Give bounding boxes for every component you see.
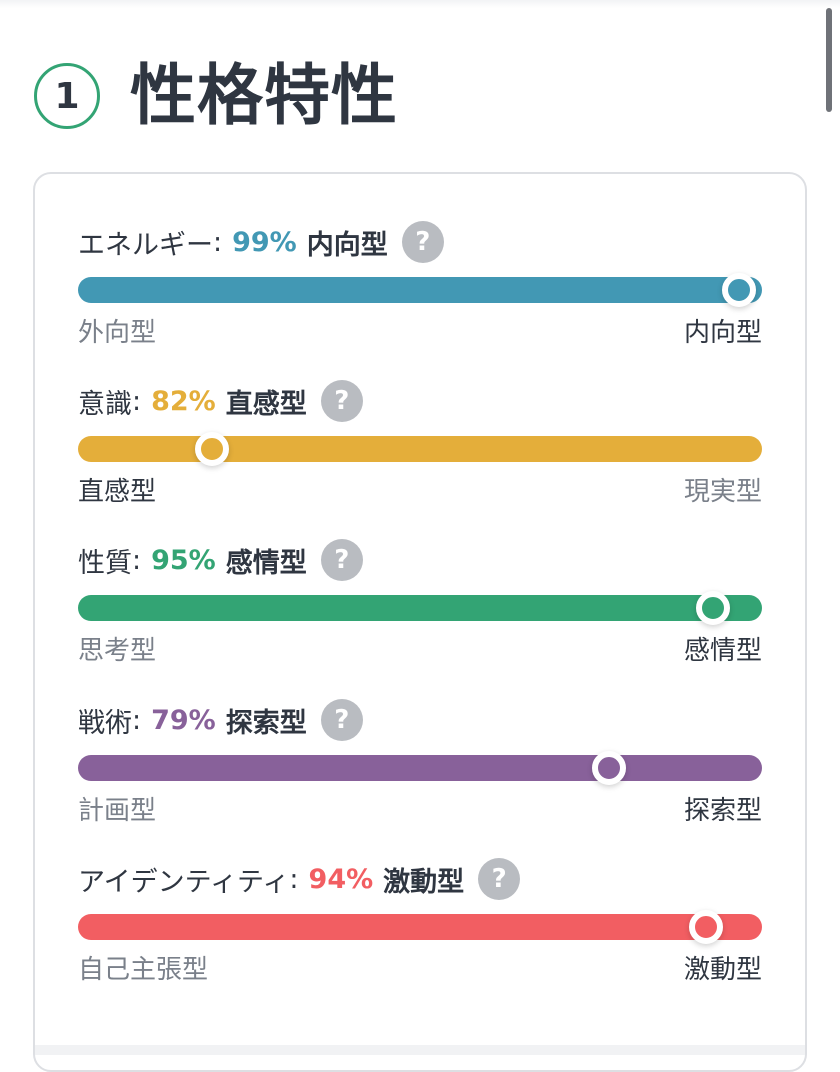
trait-colon: :: [132, 704, 142, 736]
trait-identity: アイデンティティ: 94% 激動型 ? 自己主張型 激動型: [78, 858, 762, 989]
trait-bar[interactable]: [78, 591, 762, 625]
trait-percent: 82%: [151, 385, 216, 417]
trait-right-label: 内向型: [683, 318, 762, 348]
trait-right-label: 現実型: [683, 477, 762, 507]
trait-right-label: 探索型: [683, 796, 762, 826]
trait-heading: 性質: 95% 感情型 ?: [78, 539, 363, 581]
trait-energy: エネルギー: 99% 内向型 ? 外向型 内向型: [78, 221, 762, 352]
trait-bar[interactable]: [78, 273, 762, 307]
trait-type: 探索型: [225, 707, 307, 739]
trait-colon: :: [132, 385, 142, 417]
trait-bar[interactable]: [78, 751, 762, 785]
trait-right-label: 感情型: [683, 636, 762, 666]
step-number-badge: 1: [34, 63, 100, 129]
question-mark-icon[interactable]: ?: [401, 221, 444, 263]
trait-name: エネルギー: [78, 229, 213, 261]
trait-type: 内向型: [306, 229, 388, 261]
trait-left-label: 思考型: [78, 636, 157, 666]
trait-left-label: 自己主張型: [78, 955, 209, 985]
top-shadow: [0, 0, 840, 8]
card-footer-strip: [35, 1045, 805, 1055]
trait-left-label: 直感型: [78, 477, 157, 507]
trait-left-label: 計画型: [78, 796, 157, 826]
trait-nature: 性質: 95% 感情型 ? 思考型 感情型: [78, 539, 762, 670]
trait-type: 直感型: [225, 388, 307, 420]
trait-bar[interactable]: [78, 432, 762, 466]
trait-left-label: 外向型: [78, 318, 157, 348]
trait-slider-knob[interactable]: [721, 273, 756, 307]
question-mark-icon[interactable]: ?: [320, 539, 363, 581]
trait-type: 激動型: [383, 866, 465, 898]
trait-slider-knob[interactable]: [695, 591, 730, 625]
trait-tactics: 戦術: 79% 探索型 ? 計画型 探索型: [78, 699, 762, 830]
trait-percent: 99%: [232, 226, 297, 258]
question-mark-icon[interactable]: ?: [478, 858, 521, 900]
scrollbar[interactable]: [826, 8, 832, 112]
trait-percent: 79%: [151, 704, 216, 736]
trait-name: 戦術: [78, 707, 132, 739]
trait-colon: :: [213, 226, 223, 258]
section-title: 性格特性: [130, 57, 398, 134]
trait-slider-knob[interactable]: [689, 910, 723, 944]
trait-colon: :: [289, 863, 299, 895]
trait-name: 意識: [78, 388, 132, 420]
trait-name: アイデンティティ: [78, 866, 290, 898]
trait-slider-knob[interactable]: [591, 751, 626, 785]
trait-mind: 意識: 82% 直感型 ? 直感型 現実型: [78, 380, 762, 511]
trait-heading: 戦術: 79% 探索型 ?: [78, 699, 363, 741]
trait-heading: アイデンティティ: 94% 激動型 ?: [78, 858, 521, 900]
trait-percent: 95%: [151, 544, 216, 576]
trait-colon: :: [132, 544, 142, 576]
section-heading: 1 性格特性: [34, 52, 398, 140]
question-mark-icon[interactable]: ?: [320, 380, 363, 422]
trait-slider-knob[interactable]: [195, 432, 229, 466]
trait-right-label: 激動型: [683, 955, 762, 985]
trait-heading: 意識: 82% 直感型 ?: [78, 380, 363, 422]
question-mark-icon[interactable]: ?: [320, 699, 363, 741]
trait-bar[interactable]: [78, 910, 762, 944]
trait-percent: 94%: [308, 863, 374, 895]
trait-name: 性質: [78, 547, 132, 579]
trait-type: 感情型: [225, 547, 307, 579]
trait-heading: エネルギー: 99% 内向型 ?: [78, 221, 444, 263]
